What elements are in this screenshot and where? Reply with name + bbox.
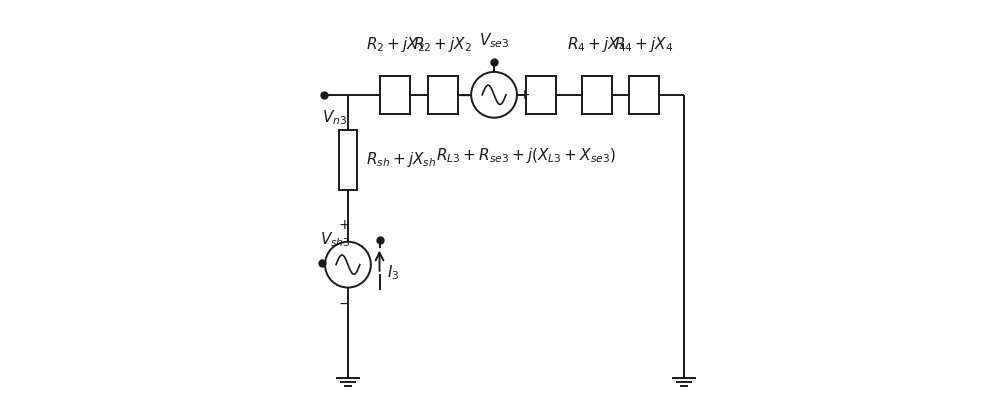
Text: $R_2+jX_2$: $R_2+jX_2$ — [413, 35, 472, 54]
Text: $-$: $-$ — [458, 88, 470, 102]
Bar — [428, 76, 458, 114]
Bar — [582, 76, 612, 114]
Text: $V_{sh3}$: $V_{sh3}$ — [320, 230, 351, 249]
Text: $+$: $+$ — [338, 218, 350, 232]
Circle shape — [471, 72, 517, 118]
Text: $I_3$: $I_3$ — [387, 263, 399, 282]
Text: $R_2+jX_2$: $R_2+jX_2$ — [366, 35, 425, 54]
Text: $R_{L3}+R_{se3}+j(X_{L3}+X_{se3})$: $R_{L3}+R_{se3}+j(X_{L3}+X_{se3})$ — [436, 146, 616, 165]
Text: $R_{sh}+jX_{sh}$: $R_{sh}+jX_{sh}$ — [366, 150, 437, 169]
Bar — [380, 76, 410, 114]
Text: $R_4+jX_4$: $R_4+jX_4$ — [614, 35, 674, 54]
Bar — [629, 76, 659, 114]
Bar — [526, 76, 556, 114]
Circle shape — [325, 242, 371, 288]
Text: $+$: $+$ — [518, 88, 530, 102]
Text: $R_4+jX_4$: $R_4+jX_4$ — [567, 35, 626, 54]
Text: $V_{n3}$: $V_{n3}$ — [322, 109, 347, 127]
Text: $-$: $-$ — [338, 296, 350, 310]
Bar — [339, 130, 357, 190]
Text: $V_{se3}$: $V_{se3}$ — [479, 32, 509, 50]
